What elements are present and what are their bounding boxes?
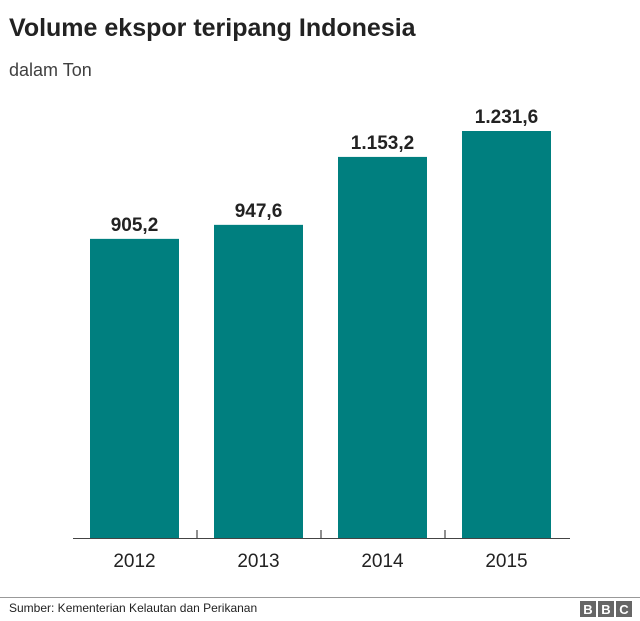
footer-divider <box>0 597 640 598</box>
bar-chart: 905,2 2012 947,6 2013 1.153,2 2014 1.231,6 2015 <box>73 107 570 572</box>
data-label-2012: 905,2 <box>111 215 159 236</box>
bar-2014 <box>338 156 427 538</box>
data-label-2014: 1.153,2 <box>351 133 414 154</box>
x-tick-label-2012: 2012 <box>113 551 155 572</box>
bar-2012 <box>90 238 179 538</box>
bar-2015 <box>462 131 551 538</box>
x-tick-label-2015: 2015 <box>485 551 527 572</box>
x-tick-label-2014: 2014 <box>361 551 404 572</box>
bar-2013 <box>214 224 303 538</box>
source-note: Sumber: Kementerian Kelautan dan Perikan… <box>9 601 258 615</box>
data-label-2015: 1.231,6 <box>475 107 538 128</box>
x-tick-label-2013: 2013 <box>237 551 279 572</box>
chart-title: Volume ekspor teripang Indonesia <box>9 14 416 42</box>
chart-subtitle: dalam Ton <box>9 60 92 80</box>
data-label-2013: 947,6 <box>235 201 283 222</box>
